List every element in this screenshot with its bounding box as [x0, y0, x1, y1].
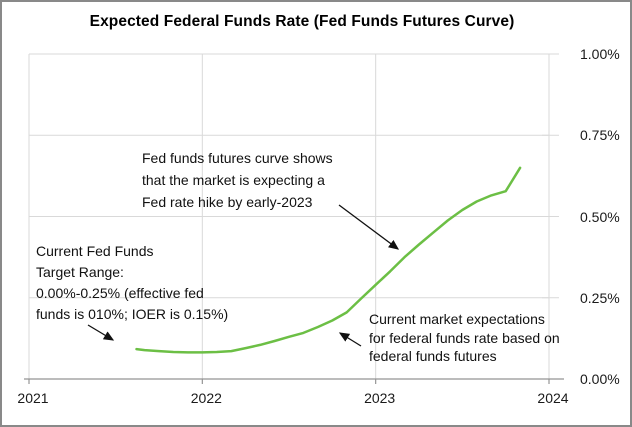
annotation-arrows — [87, 204, 400, 347]
futures-curve-line — [135, 166, 522, 354]
annotation-arrow-hike — [338, 204, 400, 250]
axes — [24, 378, 564, 384]
annotation-arrow-target — [87, 324, 115, 341]
annotation-rate-hike: Fed funds futures curve shows that the m… — [142, 150, 333, 210]
annotation-arrow-market — [338, 332, 362, 347]
annotation-market-expectations: Current market expectations for federal … — [369, 311, 560, 364]
chart-title: Expected Federal Funds Rate (Fed Funds F… — [89, 13, 515, 30]
annotation-current-target-range: Current Fed Funds Target Range: 0.00%-0.… — [36, 243, 229, 322]
series-line — [135, 166, 522, 354]
gridlines — [28, 53, 559, 380]
